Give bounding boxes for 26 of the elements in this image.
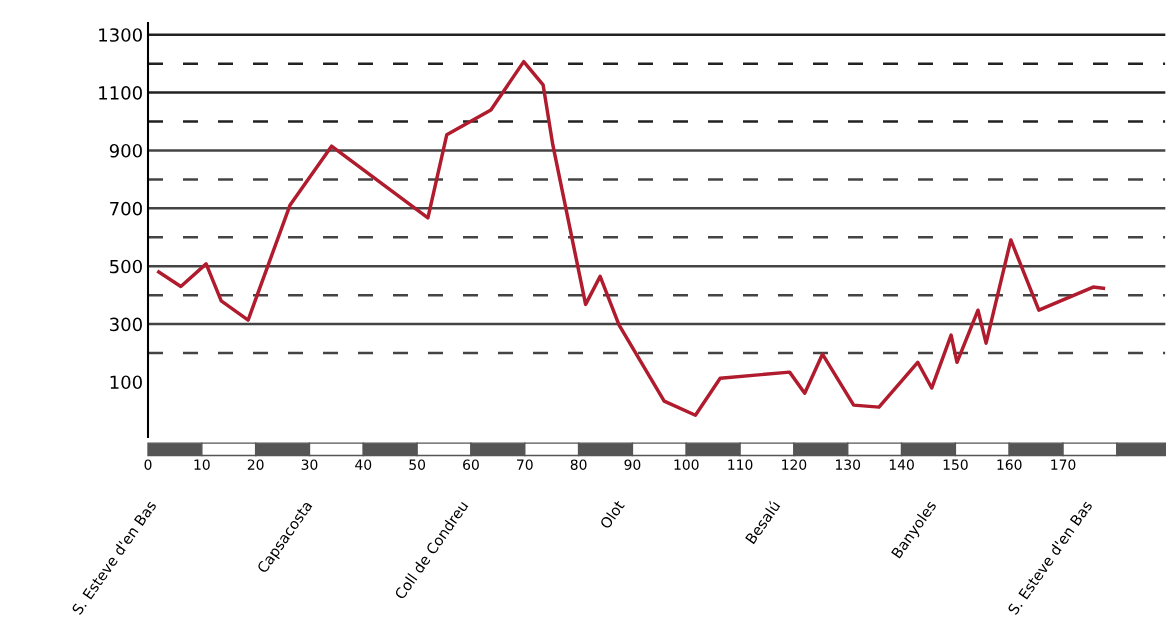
x-tick-label: 30 bbox=[301, 459, 318, 470]
x-tick-label: 50 bbox=[409, 459, 426, 470]
x-tick-label: 170 bbox=[1051, 459, 1076, 470]
x-tick-label: 150 bbox=[943, 459, 968, 470]
x-tick-label: 100 bbox=[674, 459, 699, 470]
y-tick-label: 1100 bbox=[99, 86, 142, 100]
x-tick-label: 160 bbox=[997, 459, 1022, 470]
y-tick-label: 500 bbox=[110, 259, 142, 274]
x-tick-label: 80 bbox=[570, 459, 587, 470]
x-tick-label: 10 bbox=[194, 459, 210, 470]
line-series bbox=[157, 59, 1106, 417]
x-tick-label: 20 bbox=[247, 459, 264, 470]
x-tick-label: 40 bbox=[355, 459, 372, 470]
y-tick-label: 700 bbox=[110, 201, 142, 216]
y-tick-label: 300 bbox=[110, 317, 142, 332]
x-tick-label: 90 bbox=[624, 459, 641, 470]
x-tick-label: 140 bbox=[889, 459, 914, 470]
x-tick-label: 0 bbox=[144, 459, 152, 470]
x-tick-label: 60 bbox=[463, 459, 479, 470]
y-tick-label: 1300 bbox=[99, 28, 142, 42]
x-tick-label: 110 bbox=[728, 459, 753, 470]
x-tick-label: 130 bbox=[836, 459, 861, 470]
x-tick-label: 120 bbox=[782, 459, 807, 470]
x-tick-label: 70 bbox=[517, 459, 533, 470]
y-tick-label: 100 bbox=[110, 375, 142, 390]
y-tick-label: 900 bbox=[109, 143, 142, 158]
